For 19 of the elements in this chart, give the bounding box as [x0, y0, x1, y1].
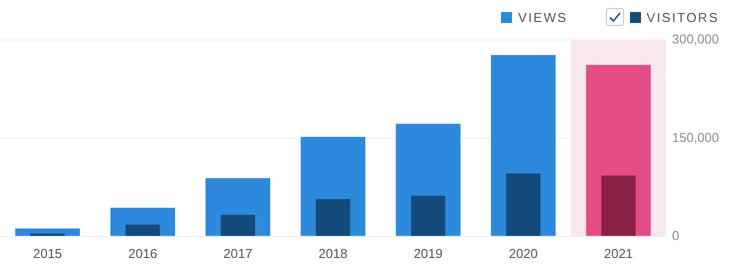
bar — [411, 196, 446, 236]
y-tick-label: 0 — [672, 228, 680, 243]
x-tick-label: 2016 — [128, 246, 158, 261]
x-tick-label: 2017 — [223, 246, 252, 261]
x-tick-label: 2015 — [33, 246, 62, 261]
x-tick-label: 2020 — [508, 246, 538, 261]
bar — [506, 174, 540, 236]
bar — [316, 199, 350, 236]
bar — [126, 224, 160, 236]
x-tick-label: 2021 — [604, 246, 633, 261]
legend-label: VISITORS — [646, 10, 719, 24]
x-tick-label: 2018 — [318, 246, 348, 261]
y-tick-label: 150,000 — [672, 130, 720, 145]
y-tick-label: 300,000 — [672, 32, 720, 47]
legend-label: VIEWS — [518, 10, 568, 24]
bar — [30, 233, 65, 236]
bar — [601, 176, 636, 236]
bar — [220, 214, 255, 236]
x-tick-label: 2019 — [414, 246, 443, 261]
